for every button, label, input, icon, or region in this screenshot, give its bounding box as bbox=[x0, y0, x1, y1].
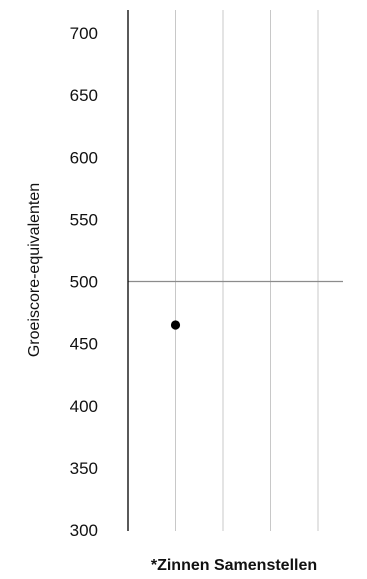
x-axis-title: *Zinnen Samenstellen bbox=[151, 557, 317, 574]
y-axis-title: Groeiscore-equivalenten bbox=[26, 183, 43, 357]
data-point bbox=[170, 320, 181, 330]
y-tick-label: 700 bbox=[70, 24, 98, 43]
y-tick-label: 650 bbox=[70, 86, 98, 105]
y-tick-label: 350 bbox=[70, 459, 98, 478]
y-tick-label: 450 bbox=[70, 335, 98, 354]
vertical-gridlines bbox=[175, 10, 319, 531]
y-tick-label: 550 bbox=[70, 210, 98, 229]
y-tick-label: 400 bbox=[70, 397, 98, 416]
y-tick-label: 600 bbox=[70, 148, 98, 167]
data-points bbox=[170, 320, 181, 330]
y-tick-label: 500 bbox=[70, 273, 98, 292]
y-tick-label: 300 bbox=[70, 521, 98, 540]
y-tick-labels: 300 350 400 450 500 550 600 650 700 bbox=[70, 24, 98, 540]
